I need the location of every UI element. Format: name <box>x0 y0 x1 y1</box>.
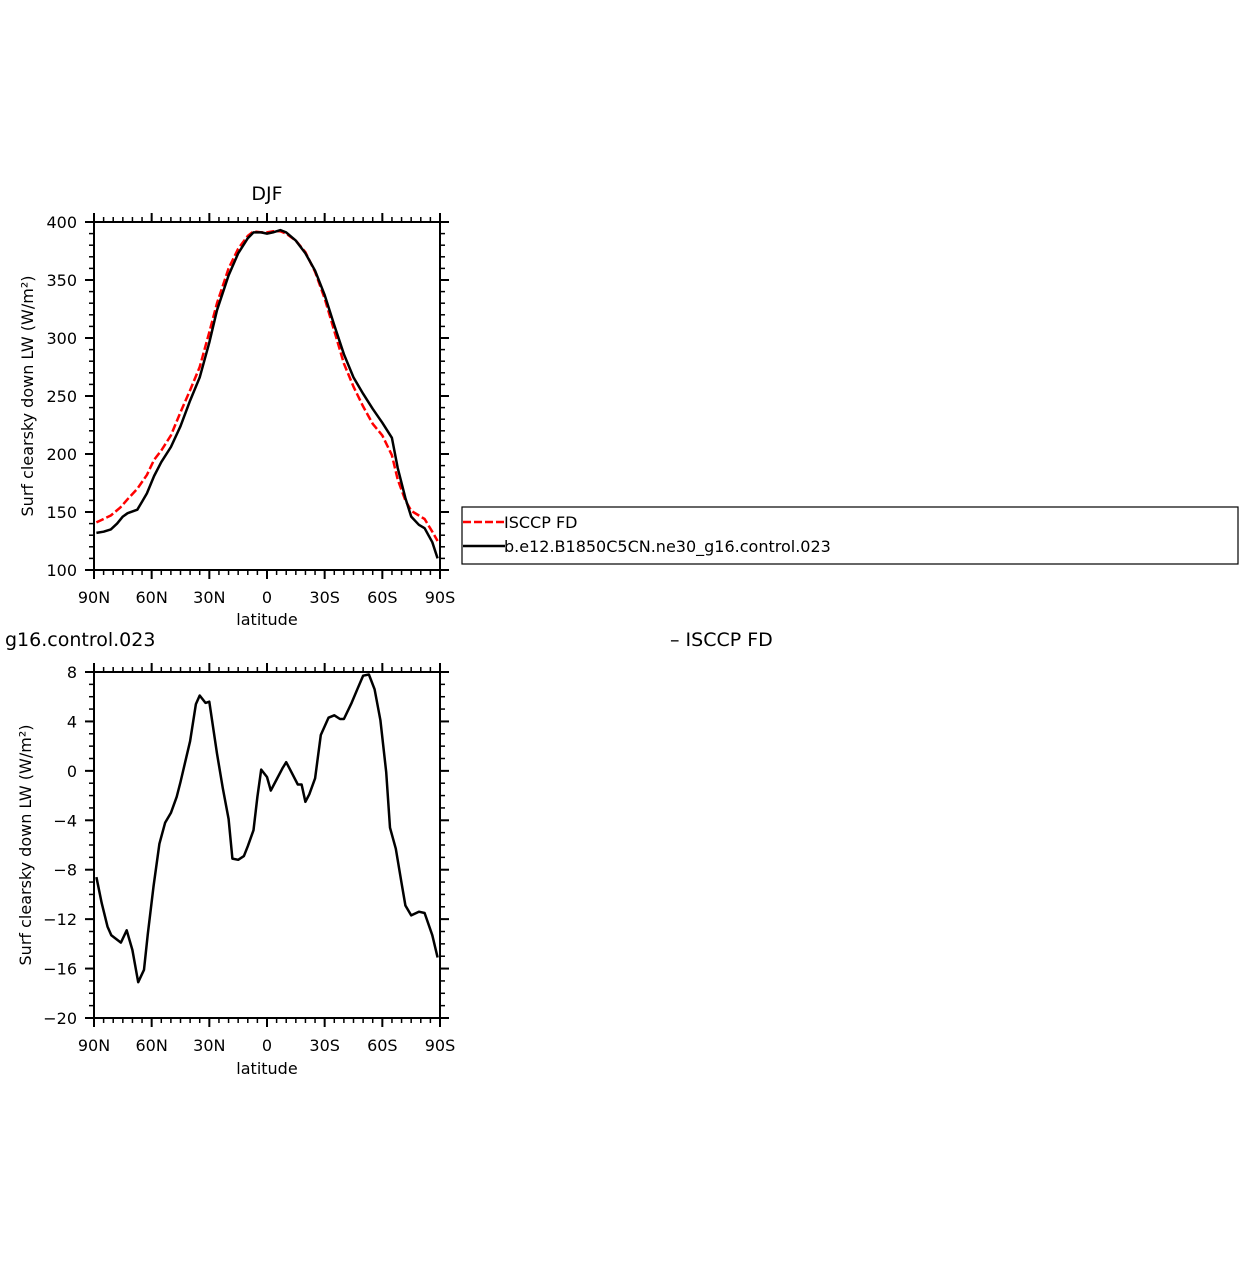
x-tick-label: 60N <box>136 588 168 607</box>
y-tick-label: 8 <box>67 663 77 682</box>
x-tick-label: 60N <box>136 1036 168 1055</box>
top-panel-xlabel: latitude <box>236 610 297 629</box>
x-tick-label: 30N <box>193 1036 225 1055</box>
series-line <box>96 228 439 559</box>
x-tick-label: 0 <box>262 588 272 607</box>
bottom-panel-axes: 90N 60N 30N 0 30S 60S 90S −20 −16 −12 −8 −4 0 4 8 <box>43 663 455 1055</box>
y-tick-label: 400 <box>46 213 77 232</box>
x-tick-label: 30S <box>309 588 340 607</box>
y-tick-label: −20 <box>43 1009 77 1028</box>
x-tick-label: 30N <box>193 588 225 607</box>
y-tick-label: −12 <box>43 910 77 929</box>
top-panel: DJF 90N 60N 30N 0 30S 60S 90S 100 150 200 250 300 35… <box>18 183 455 629</box>
x-tick-label: 60S <box>367 1036 398 1055</box>
series-line <box>95 673 439 984</box>
top-panel-series <box>95 228 439 559</box>
top-panel-frame <box>93 221 441 571</box>
y-tick-label: 300 <box>46 329 77 348</box>
x-tick-label: 90S <box>425 588 456 607</box>
y-tick-label: 0 <box>67 762 77 781</box>
x-tick-label: 60S <box>367 588 398 607</box>
x-tick-label: 0 <box>262 1036 272 1055</box>
y-tick-label: 4 <box>67 712 77 731</box>
legend-box <box>461 506 1239 565</box>
y-tick-label: 350 <box>46 271 77 290</box>
x-tick-label: 90N <box>78 1036 110 1055</box>
y-tick-label: −8 <box>53 861 77 880</box>
bottom-panel-ylabel: Surf clearsky down LW (W/m²) <box>16 725 35 966</box>
legend: ISCCP FD b.e12.B1850C5CN.ne30_g16.contro… <box>461 506 1239 565</box>
bottom-panel: g16.control.023 – ISCCP FD 90N 60N 30N 0 30S… <box>5 629 773 1078</box>
x-tick-label: 90S <box>425 1036 456 1055</box>
top-panel-ylabel: Surf clearsky down LW (W/m²) <box>18 276 37 517</box>
y-tick-label: 200 <box>46 445 77 464</box>
y-tick-label: −16 <box>43 960 77 979</box>
y-tick-label: −4 <box>53 811 77 830</box>
x-tick-label: 30S <box>309 1036 340 1055</box>
bottom-panel-frame <box>93 671 441 1019</box>
top-panel-axes: 90N 60N 30N 0 30S 60S 90S 100 150 200 250 300 350 400 <box>46 213 455 607</box>
x-tick-label: 90N <box>78 588 110 607</box>
top-panel-title: DJF <box>251 183 282 205</box>
y-tick-label: 250 <box>46 387 77 406</box>
legend-label-model: b.e12.B1850C5CN.ne30_g16.control.023 <box>504 537 831 557</box>
bottom-panel-title-right: – ISCCP FD <box>670 629 773 651</box>
bottom-panel-title-left: g16.control.023 <box>5 629 155 651</box>
y-tick-label: 150 <box>46 503 77 522</box>
bottom-panel-xlabel: latitude <box>236 1059 297 1078</box>
y-tick-label: 100 <box>46 561 77 580</box>
bottom-panel-series <box>95 673 439 984</box>
legend-label-isccp: ISCCP FD <box>504 513 577 532</box>
